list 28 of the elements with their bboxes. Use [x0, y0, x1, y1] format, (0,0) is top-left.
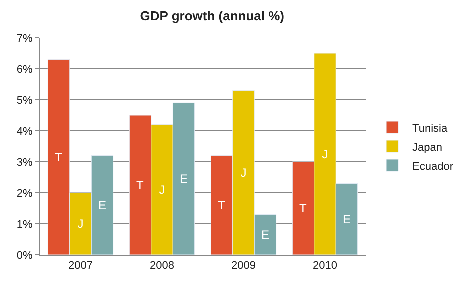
legend-label: Tunisia: [412, 122, 448, 135]
y-tick-label: 5%: [16, 94, 34, 107]
data-label: E: [98, 198, 106, 212]
data-label: T: [55, 150, 64, 164]
data-label: E: [342, 212, 351, 226]
y-tick-label: 0%: [16, 250, 34, 262]
y-tick-label: 6%: [16, 64, 34, 76]
y-tick-label: 2%: [16, 188, 34, 200]
x-tick-label: 2008: [150, 260, 174, 272]
data-label: E: [261, 228, 270, 242]
data-label: T: [136, 178, 145, 192]
y-tick-label: 4%: [16, 126, 34, 138]
x-tick-label: 2010: [313, 260, 338, 272]
chart-title: GDP growth (annual %): [140, 8, 285, 24]
data-label: T: [218, 198, 226, 212]
y-tick-label: 7%: [16, 32, 34, 45]
legend-label: Japan: [412, 142, 443, 154]
data-label: J: [322, 147, 328, 162]
x-tick-label: 2009: [232, 260, 256, 272]
y-tick-label: 1%: [16, 218, 34, 231]
data-label: E: [180, 172, 188, 186]
legend-label: Ecuador: [412, 160, 454, 173]
y-tick-label: 3%: [16, 156, 34, 169]
data-label: J: [78, 217, 84, 231]
data-label: T: [300, 202, 308, 216]
data-label: J: [240, 166, 247, 180]
data-label: J: [159, 182, 166, 197]
x-tick-label: 2007: [68, 260, 93, 272]
